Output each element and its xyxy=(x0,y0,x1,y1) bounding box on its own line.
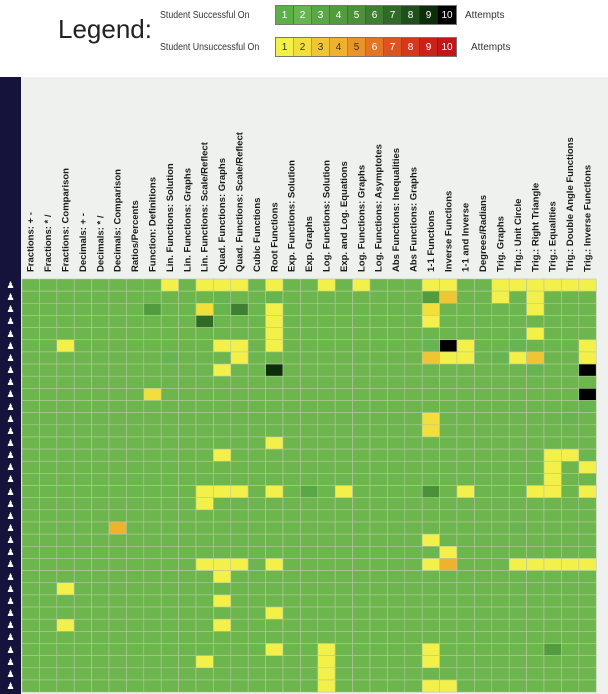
fail-swatch-7: 7 xyxy=(384,38,402,56)
success-swatch-3: 3 xyxy=(312,6,330,24)
student-icon: ♟ xyxy=(6,535,15,546)
success-swatch-10: 10 xyxy=(438,6,456,24)
student-icon: ♟ xyxy=(6,437,15,448)
student-icon: ♟ xyxy=(6,547,15,558)
student-icon: ♟ xyxy=(6,316,15,327)
fail-swatch-9: 9 xyxy=(420,38,438,56)
student-icon: ♟ xyxy=(6,680,15,691)
fail-swatch-5: 5 xyxy=(348,38,366,56)
student-icon: ♟ xyxy=(6,352,15,363)
student-icon: ♟ xyxy=(6,413,15,424)
student-icon: ♟ xyxy=(6,595,15,606)
legend-title: Legend: xyxy=(58,14,152,44)
student-icon: ♟ xyxy=(6,656,15,667)
student-icon: ♟ xyxy=(6,620,15,631)
student-icon: ♟ xyxy=(6,292,15,303)
success-swatch-5: 5 xyxy=(348,6,366,24)
student-icon: ♟ xyxy=(6,389,15,400)
student-icon: ♟ xyxy=(6,365,15,376)
legend-unsuccess-suffix: Attempts xyxy=(471,41,511,53)
student-icon: ♟ xyxy=(6,304,15,315)
student-icon: ♟ xyxy=(6,486,15,497)
success-swatch-9: 9 xyxy=(420,6,438,24)
student-icon: ♟ xyxy=(6,644,15,655)
legend-unsuccess-label: Student Unsuccessful On xyxy=(160,41,260,53)
student-icon: ♟ xyxy=(6,425,15,436)
student-icon: ♟ xyxy=(6,340,15,351)
success-swatch-8: 8 xyxy=(402,6,420,24)
legend-success-suffix: Attempts xyxy=(465,9,505,21)
legend-unsuccess-row: Student Unsuccessful On 1 2 3 4 5 6 7 8 9 10 Atte… xyxy=(160,37,510,57)
fail-swatch-3: 3 xyxy=(312,38,330,56)
student-icon: ♟ xyxy=(6,559,15,570)
legend-success-label: Student Successful On xyxy=(160,9,250,21)
fail-swatch-4: 4 xyxy=(330,38,348,56)
success-swatch-2: 2 xyxy=(294,6,312,24)
student-icon: ♟ xyxy=(6,523,15,533)
student-icon: ♟ xyxy=(6,462,15,473)
legend-unsuccess-scale: 1 2 3 4 5 6 7 8 9 10 xyxy=(275,37,457,57)
student-icon: ♟ xyxy=(6,280,15,290)
legend-success-scale: 1 2 3 4 5 6 7 8 9 10 xyxy=(275,5,457,25)
student-icon: ♟ xyxy=(6,401,15,412)
student-icon: ♟ xyxy=(6,632,15,643)
student-icon: ♟ xyxy=(6,474,15,485)
student-icon: ♟ xyxy=(6,608,15,619)
fail-swatch-2: 2 xyxy=(294,38,312,56)
student-icon: ♟ xyxy=(6,571,15,582)
student-icon: ♟ xyxy=(6,583,15,594)
heatmap-area xyxy=(0,77,608,694)
legend-success-row: Student Successful On 1 2 3 4 5 6 7 8 9 10 Attemp… xyxy=(160,5,504,25)
student-icon: ♟ xyxy=(6,668,15,679)
fail-swatch-8: 8 xyxy=(402,38,420,56)
success-swatch-4: 4 xyxy=(330,6,348,24)
success-swatch-1: 1 xyxy=(276,6,294,24)
student-icon: ♟ xyxy=(6,377,15,388)
student-icon: ♟ xyxy=(6,328,15,339)
student-icon: ♟ xyxy=(6,450,15,461)
fail-swatch-6: 6 xyxy=(366,38,384,56)
fail-swatch-10: 10 xyxy=(438,38,456,56)
success-swatch-7: 7 xyxy=(384,6,402,24)
student-icon: ♟ xyxy=(6,510,15,521)
fail-swatch-1: 1 xyxy=(276,38,294,56)
student-icon: ♟ xyxy=(6,498,15,509)
student-column: ♟ ♟ ♟ ♟ ♟ ♟ ♟ ♟ ♟ ♟ ♟ ♟ ♟ ♟ ♟ ♟ ♟ ♟ ♟ ♟ ♟ ♟ ♟ ♟ ♟ ♟ ♟ ♟ ♟ ♟ ♟ ♟ ♟ ♟ xyxy=(0,77,21,694)
success-swatch-6: 6 xyxy=(366,6,384,24)
